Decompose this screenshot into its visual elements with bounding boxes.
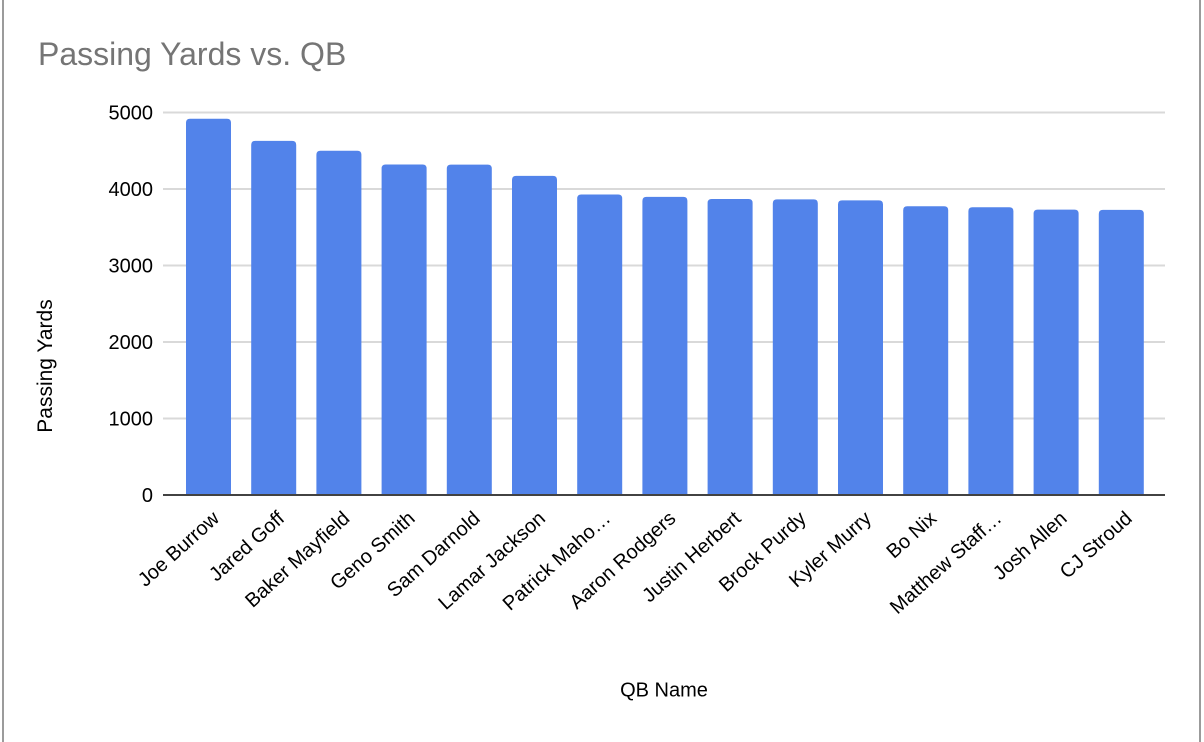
bar[interactable] bbox=[838, 200, 883, 494]
y-axis-title: Passing Yards bbox=[34, 299, 57, 433]
bar[interactable] bbox=[707, 198, 753, 494]
bar[interactable] bbox=[577, 194, 623, 494]
y-tick-label: 5000 bbox=[109, 103, 154, 125]
bar[interactable] bbox=[446, 164, 492, 494]
y-tick-label: 2000 bbox=[109, 332, 154, 354]
bar[interactable] bbox=[1098, 209, 1144, 494]
chart-title: Passing Yards vs. QB bbox=[38, 36, 347, 72]
bar[interactable] bbox=[381, 164, 427, 494]
y-tick-label: 3000 bbox=[109, 256, 154, 278]
x-tick-label: Joe Burrow bbox=[134, 507, 224, 591]
bar[interactable] bbox=[186, 118, 231, 494]
bar[interactable] bbox=[251, 140, 297, 494]
x-tick-label: Bo Nix bbox=[883, 507, 941, 563]
bar[interactable] bbox=[316, 150, 362, 494]
window-border-right bbox=[1199, 0, 1201, 742]
bar[interactable] bbox=[512, 175, 557, 495]
x-tick-label: CJ Stroud bbox=[1056, 507, 1137, 583]
bar[interactable] bbox=[968, 207, 1014, 494]
y-tick-label: 4000 bbox=[109, 179, 154, 201]
y-tick-label: 1000 bbox=[109, 409, 154, 431]
window-border-left bbox=[2, 0, 4, 742]
y-tick-label: 0 bbox=[142, 485, 153, 507]
bar[interactable] bbox=[1033, 209, 1079, 495]
bar[interactable] bbox=[903, 206, 949, 494]
bar[interactable] bbox=[772, 199, 818, 495]
x-tick-label: Matthew Staff… bbox=[886, 507, 1006, 618]
x-axis-title: QB Name bbox=[620, 679, 708, 702]
bar[interactable] bbox=[642, 196, 688, 494]
